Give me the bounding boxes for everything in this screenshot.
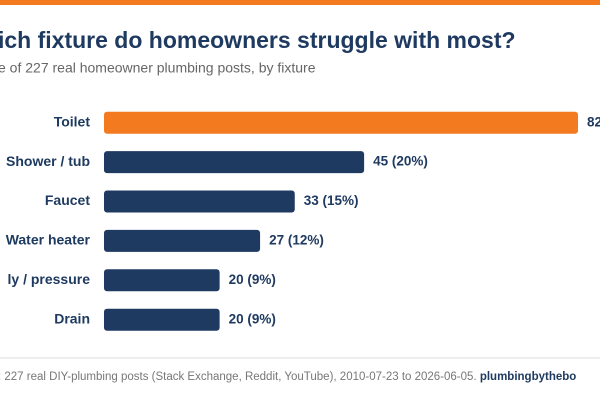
value-label: 45 (20%) — [373, 154, 428, 169]
category-label: Faucet — [45, 192, 90, 208]
value-label: 33 (15%) — [304, 193, 359, 208]
footer-text: : 227 real DIY-plumbing posts (Stack Exc… — [0, 371, 477, 383]
value-label: 20 (9%) — [229, 311, 276, 326]
value-label: 82 — [587, 114, 600, 129]
bar — [104, 111, 578, 134]
category-label: Water heater — [6, 232, 91, 248]
category-label: ly / pressure — [8, 271, 91, 287]
bar — [104, 269, 220, 292]
category-label: Toilet — [54, 113, 91, 129]
top-accent — [0, 0, 600, 5]
bar — [104, 151, 365, 174]
category-label: Drain — [54, 310, 90, 326]
footer: : 227 real DIY-plumbing posts (Stack Exc… — [0, 371, 576, 383]
bar — [104, 229, 261, 252]
category-label: Shower / tub — [6, 153, 90, 169]
value-label: 27 (12%) — [269, 232, 324, 247]
value-label: 20 (9%) — [229, 272, 276, 287]
chart-subtitle: e of 227 real homeowner plumbing posts, … — [0, 60, 316, 76]
bar — [104, 308, 220, 331]
footer-source: plumbingbythebo — [480, 371, 576, 383]
bar — [104, 190, 295, 213]
chart-title: ich fixture do homeowners struggle with … — [0, 27, 516, 53]
